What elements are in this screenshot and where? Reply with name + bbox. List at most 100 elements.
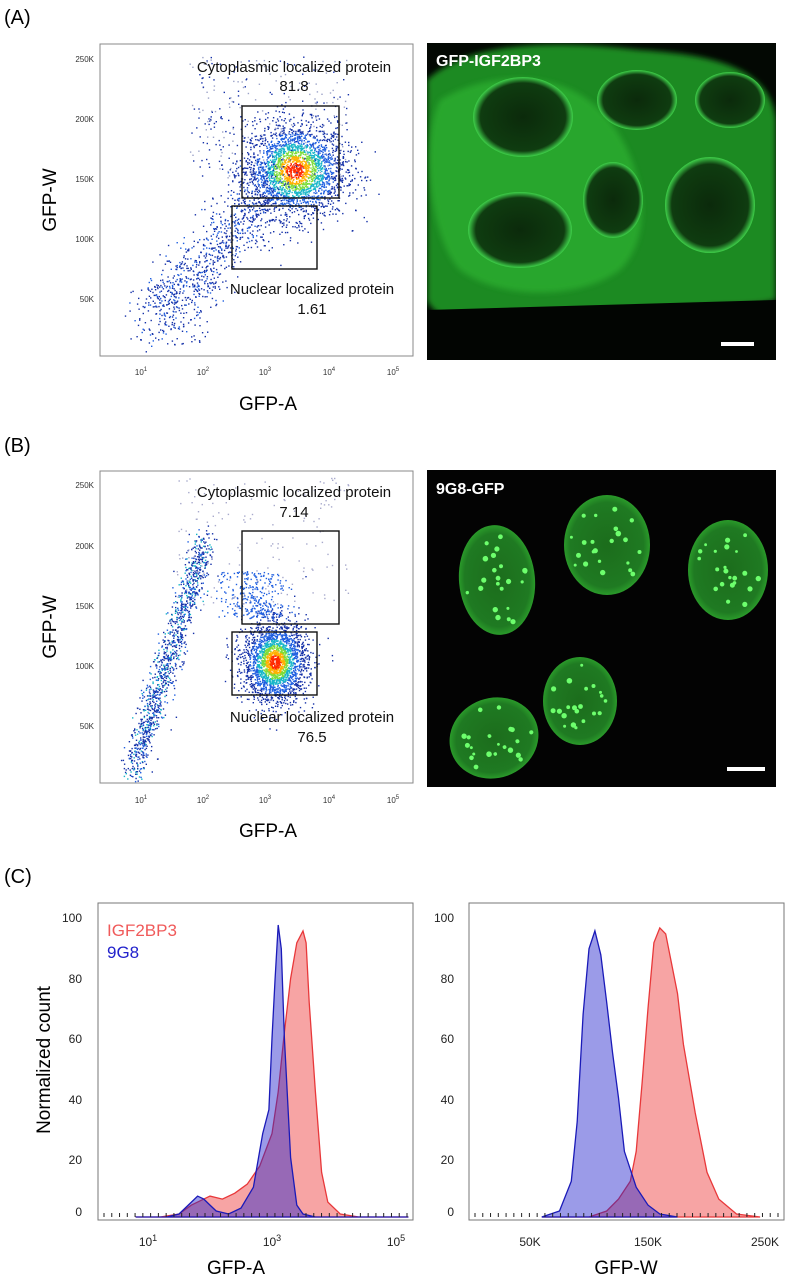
scatter-point <box>327 193 330 195</box>
scatter-point <box>286 170 289 173</box>
scatter-point <box>163 312 166 314</box>
scatter-point <box>141 331 143 334</box>
scatter-point <box>229 227 231 229</box>
scatter-point <box>237 221 239 224</box>
scatter-point <box>129 310 131 312</box>
scatter-point <box>291 135 294 137</box>
scatter-point <box>224 680 227 683</box>
scatter-point <box>268 219 271 222</box>
scatter-point <box>266 614 268 616</box>
scatter-point <box>175 280 177 283</box>
scatter-point <box>287 179 290 182</box>
scatter-point <box>326 133 328 135</box>
scatter-point <box>273 145 275 147</box>
scatter-point <box>238 198 240 200</box>
scatter-point <box>311 170 314 173</box>
scatter-point <box>253 164 255 167</box>
scatter-point <box>268 143 270 145</box>
scatter-point <box>231 100 233 103</box>
scatter-point <box>160 290 163 292</box>
scatter-point <box>314 158 316 160</box>
scatter-point <box>296 159 298 161</box>
scatter-point <box>299 139 302 141</box>
scatter-point <box>360 195 363 197</box>
scatter-point <box>328 160 331 162</box>
scatter-point <box>200 272 202 274</box>
scatter-point <box>213 89 215 91</box>
scatter-point <box>301 225 303 228</box>
scatter-point <box>269 150 271 153</box>
scatter-point <box>163 330 165 332</box>
scatter-point <box>204 261 206 263</box>
scatter-point <box>162 332 165 334</box>
scatter-point <box>328 161 330 164</box>
scatter-point <box>316 154 318 156</box>
scatter-point <box>259 701 261 703</box>
scatter-point <box>334 179 336 182</box>
scatter-point <box>301 144 303 146</box>
scatter-point <box>200 310 202 312</box>
scatter-point <box>192 283 194 285</box>
scatter-point <box>313 69 315 71</box>
scatter-point <box>258 158 261 160</box>
scatter-point <box>323 172 325 174</box>
scatter-point <box>227 227 229 229</box>
scatter-point <box>298 634 300 637</box>
scatter-point <box>211 238 213 240</box>
scatter-point <box>272 156 274 158</box>
scatter-point <box>235 250 237 252</box>
scatter-point <box>150 297 152 299</box>
scatter-point <box>304 690 307 693</box>
scatter-point <box>315 207 317 209</box>
scatter-point <box>312 167 314 169</box>
scatter-point <box>236 193 238 195</box>
scatter-point <box>270 696 273 698</box>
scatter-point <box>314 163 316 166</box>
scatter-point <box>232 162 234 164</box>
scatter-point <box>280 684 282 686</box>
scatter-point <box>302 183 304 186</box>
scatter-point <box>216 271 218 274</box>
scatter-point <box>318 204 320 206</box>
scatter-point <box>164 296 166 299</box>
scatter-point <box>303 184 305 186</box>
scatter-point <box>183 290 185 292</box>
scatter-point <box>321 168 323 170</box>
scatter-point <box>259 118 261 120</box>
scatter-point <box>321 146 324 148</box>
scatter-point <box>272 180 274 183</box>
scatter-point <box>210 268 212 270</box>
scatter-point <box>341 124 343 126</box>
scatter-point <box>178 274 180 277</box>
scatter-point <box>266 154 268 156</box>
scatter-point <box>345 114 347 116</box>
scatter-point <box>227 184 230 186</box>
scatter-point <box>271 164 273 166</box>
scatter-point <box>283 145 285 147</box>
scatter-point <box>254 174 256 176</box>
scatter-point <box>162 304 165 306</box>
scatter-point <box>280 626 282 628</box>
scatter-point <box>259 187 261 189</box>
panel-a-label: (A) <box>4 7 31 29</box>
scatter-point <box>185 304 187 306</box>
scatter-point <box>272 219 275 221</box>
scatter-point <box>277 177 279 179</box>
scatter-point <box>302 179 305 182</box>
scatter-point <box>218 139 220 142</box>
scatter-point <box>263 150 265 152</box>
scatter-point <box>313 151 316 154</box>
scatter-point <box>298 226 300 228</box>
scatter-point <box>326 172 328 175</box>
scatter-point <box>193 317 196 320</box>
scatter-point <box>342 191 344 194</box>
scatter-point <box>317 154 320 156</box>
scatter-point <box>172 319 175 321</box>
scatter-point <box>281 666 284 668</box>
scatter-point <box>259 138 262 140</box>
scatter-point <box>329 193 331 195</box>
scatter-point <box>278 697 280 699</box>
scatter-point <box>324 153 326 156</box>
scatter-point <box>194 261 196 263</box>
scatter-point <box>318 141 320 144</box>
